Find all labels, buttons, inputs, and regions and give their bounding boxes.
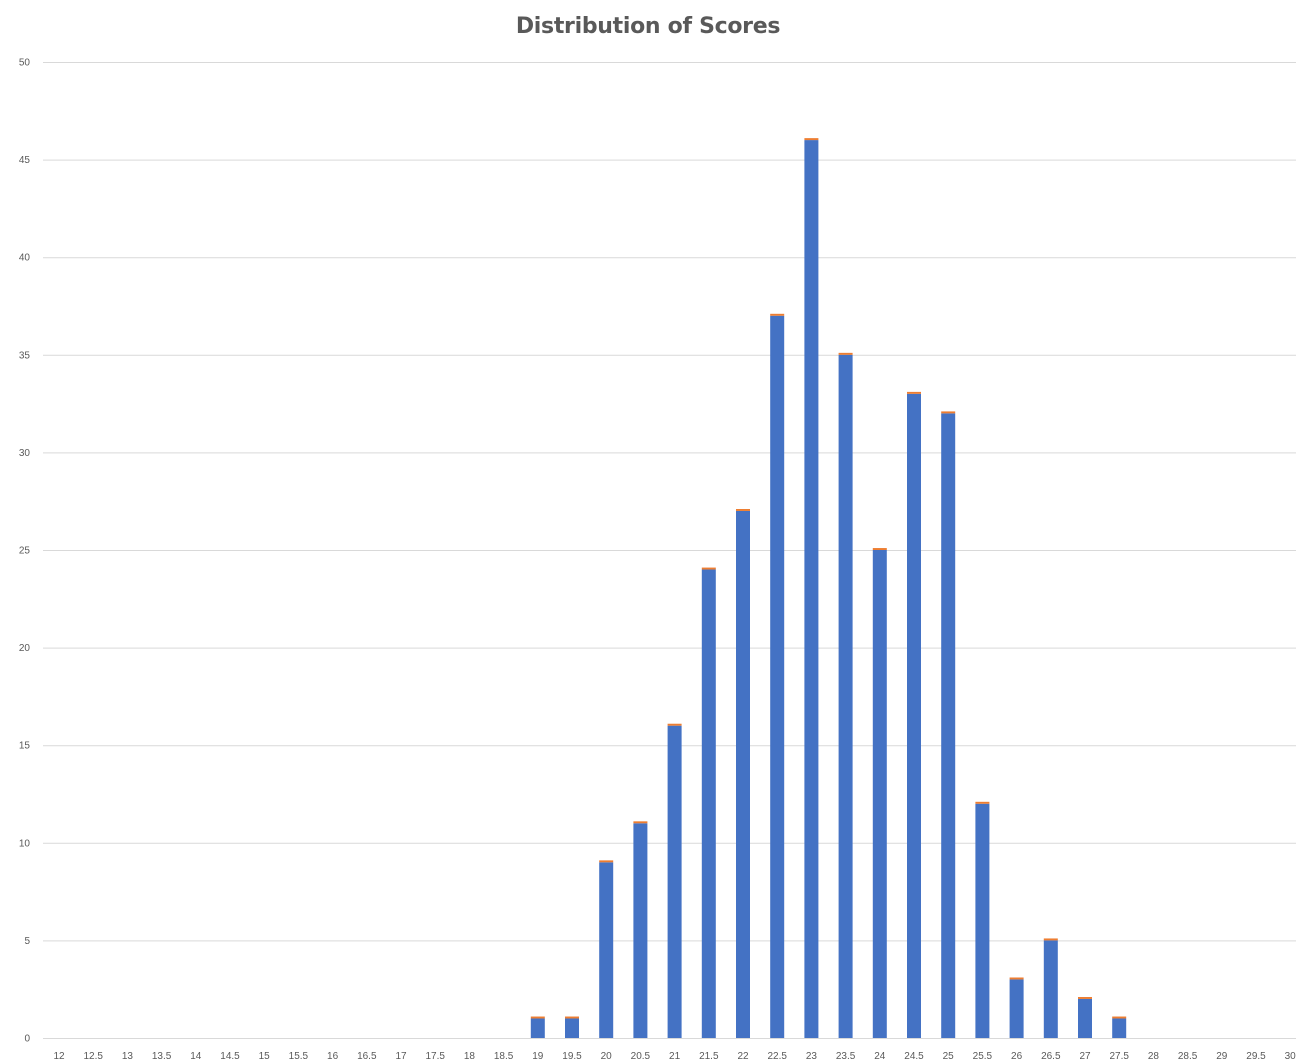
x-tick-label: 27 (1079, 1051, 1091, 1061)
y-tick-label: 0 (24, 1034, 30, 1045)
x-tick-label: 15 (259, 1051, 271, 1061)
x-tick-label: 14 (190, 1051, 202, 1061)
x-tick-label: 28.5 (1178, 1051, 1198, 1061)
bar-20-series-1 (599, 862, 614, 1038)
y-tick-label: 50 (19, 58, 31, 69)
bar-22-series-1 (736, 510, 750, 1039)
x-tick-label: 13.5 (152, 1051, 172, 1061)
x-tick-label: 19 (532, 1051, 544, 1061)
bar-22.5-series-2 (770, 313, 785, 316)
x-tick-label: 25 (943, 1051, 955, 1061)
bar-23-series-2 (804, 138, 819, 141)
y-axis-tick-labels: 0 5 10 15 20 25 30 35 40 45 50 (19, 58, 31, 1045)
x-tick-label: 24 (874, 1051, 886, 1061)
y-tick-label: 35 (19, 350, 31, 361)
y-tick-label: 30 (19, 448, 31, 459)
bar-25.5-series-1 (975, 803, 990, 1038)
bar-24-series-1 (872, 550, 887, 1038)
x-tick-label: 17 (395, 1051, 407, 1061)
bar-22-series-2 (736, 509, 750, 511)
x-tick-label: 12 (53, 1051, 65, 1061)
bar-19-series-1 (530, 1018, 545, 1038)
x-tick-label: 23.5 (836, 1051, 856, 1061)
bar-19-series-2 (530, 1016, 545, 1019)
x-tick-label: 17.5 (425, 1051, 445, 1061)
x-tick-label: 12.5 (83, 1051, 103, 1061)
x-tick-label: 29.5 (1246, 1051, 1266, 1061)
bar-27.5-series-2 (1112, 1016, 1127, 1019)
x-tick-label: 30 (1285, 1051, 1296, 1061)
bar-26-series-1 (1009, 979, 1024, 1038)
bar-25-series-1 (941, 413, 956, 1038)
bar-27.5-series-1 (1112, 1018, 1127, 1038)
y-tick-label: 25 (19, 546, 31, 557)
bars (530, 138, 1127, 1039)
x-axis-tick-labels: 12 12.5 13 13.5 14 14.5 15 15.5 16 16.5 17 17.5 18 18… (53, 1051, 1296, 1061)
x-tick-label: 21.5 (699, 1051, 719, 1061)
bar-27-series-2 (1078, 997, 1092, 999)
bar-26.5-series-1 (1043, 940, 1058, 1038)
x-tick-label: 15.5 (289, 1051, 309, 1061)
y-tick-label: 10 (19, 838, 31, 849)
y-tick-label: 15 (19, 741, 31, 752)
x-tick-label: 13 (122, 1051, 134, 1061)
bar-21-series-2 (667, 723, 682, 726)
bar-26-series-2 (1009, 977, 1024, 980)
x-tick-label: 21 (669, 1051, 681, 1061)
bar-20-series-2 (599, 860, 614, 863)
bar-27-series-1 (1078, 998, 1092, 1038)
bar-25.5-series-2 (975, 801, 990, 804)
bar-23.5-series-1 (838, 354, 853, 1038)
chart-title: Distribution of Scores (515, 14, 781, 39)
x-tick-label: 22.5 (767, 1051, 787, 1061)
y-tick-label: 20 (19, 643, 31, 654)
x-tick-label: 22 (737, 1051, 749, 1061)
bar-24-series-2 (872, 548, 887, 550)
y-tick-label: 5 (24, 936, 30, 947)
x-tick-label: 20 (601, 1051, 613, 1061)
bar-21.5-series-2 (701, 567, 716, 570)
x-tick-label: 26 (1011, 1051, 1023, 1061)
x-tick-label: 16 (327, 1051, 339, 1061)
bar-21-series-1 (667, 725, 682, 1038)
bar-20.5-series-2 (633, 821, 648, 824)
x-tick-label: 20.5 (631, 1051, 651, 1061)
y-tick-label: 40 (19, 253, 31, 264)
x-tick-label: 18.5 (494, 1051, 514, 1061)
bar-23.5-series-2 (838, 352, 853, 355)
bar-19.5-series-2 (565, 1016, 579, 1019)
x-tick-label: 29 (1216, 1051, 1228, 1061)
x-tick-label: 18 (464, 1051, 476, 1061)
bar-20.5-series-1 (633, 823, 648, 1038)
x-tick-label: 25.5 (973, 1051, 993, 1061)
bar-26.5-series-2 (1043, 938, 1058, 941)
x-tick-label: 28 (1148, 1051, 1160, 1061)
bar-24.5-series-2 (907, 391, 921, 394)
bar-23-series-1 (804, 140, 819, 1038)
bar-19.5-series-1 (565, 1018, 579, 1038)
bar-22.5-series-1 (770, 315, 785, 1038)
y-tick-label: 45 (19, 155, 31, 166)
x-tick-label: 16.5 (357, 1051, 377, 1061)
x-tick-label: 27.5 (1109, 1051, 1129, 1061)
bar-25-series-2 (941, 411, 956, 414)
x-tick-label: 24.5 (904, 1051, 924, 1061)
x-tick-label: 19.5 (562, 1051, 582, 1061)
x-tick-label: 26.5 (1041, 1051, 1061, 1061)
x-tick-label: 14.5 (220, 1051, 240, 1061)
bar-21.5-series-1 (701, 569, 716, 1038)
x-tick-label: 23 (806, 1051, 818, 1061)
bar-24.5-series-1 (907, 393, 921, 1039)
